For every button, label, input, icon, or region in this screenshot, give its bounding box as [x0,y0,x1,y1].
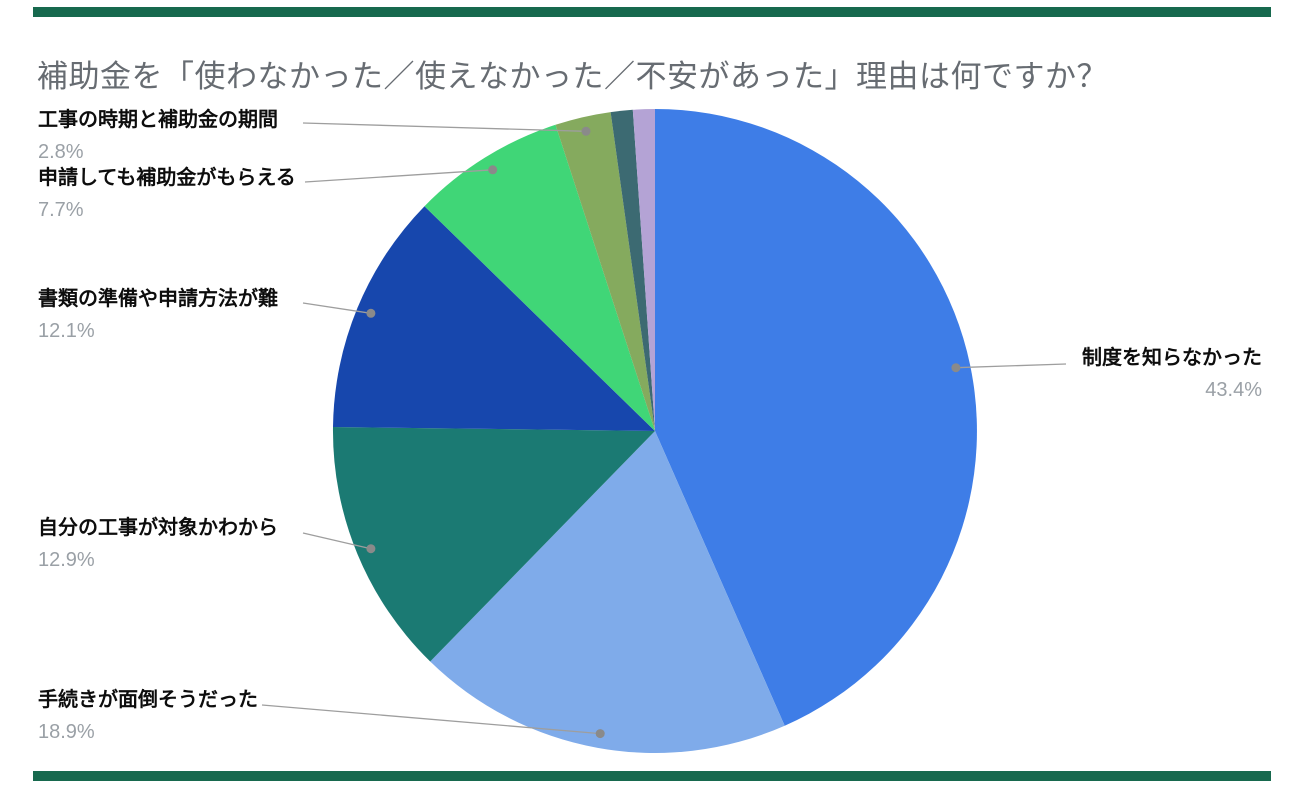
pie-slice-4[interactable] [424,124,656,432]
bottom-accent-bar [33,771,1271,781]
callout-anchor-dot [366,544,376,554]
slice-percent: 12.9% [38,549,95,571]
slice-percent: 18.9% [38,721,95,743]
pie-slice-6[interactable] [610,109,655,432]
callout-label: 制度を知らなかった 43.4% [1082,344,1262,404]
callout-label: 手続きが面倒そうだった 18.9% [38,686,258,746]
slice-label: 書類の準備や申請方法が難 [38,288,278,310]
callout-leader-line [302,122,587,132]
pie-slice-5[interactable] [555,112,656,431]
callout-label: 自分の工事が対象かわから 12.9% [38,514,278,574]
callout-label: 申請しても補助金がもらえる 7.7% [38,164,296,224]
slice-label: 自分の工事が対象かわから [38,517,278,539]
chart-title: 補助金を「使わなかった／使えなかった／不安があった」理由は何ですか？ [37,58,1108,94]
pie-slice-1[interactable] [430,431,785,753]
callout-anchor-dot [488,165,498,175]
pie-slice-3[interactable] [333,206,655,431]
callout-anchor-dot [951,363,961,373]
callout-leader-line [304,169,493,183]
callout-leader-line [261,704,601,735]
top-accent-bar [33,7,1271,17]
slice-percent: 7.7% [38,199,84,221]
callout-anchor-dot [595,729,605,739]
pie-slice-0[interactable] [655,109,977,726]
callout-anchor-dot [366,308,376,318]
slice-percent: 43.4% [1205,379,1262,401]
callout-label: 書類の準備や申請方法が難 12.1% [38,285,278,345]
slice-percent: 2.8% [38,141,84,163]
callout-leader-line [302,302,371,314]
callout-anchor-dot [581,126,591,136]
slice-label: 制度を知らなかった [1082,347,1262,369]
callout-leader-line [302,532,372,550]
slice-percent: 12.1% [38,320,95,342]
slice-label: 手続きが面倒そうだった [38,689,258,711]
slice-label: 工事の時期と補助金の期間 [38,109,278,131]
pie-slice-2[interactable] [332,427,655,662]
pie-slice-7[interactable] [632,109,655,431]
callout-label: 工事の時期と補助金の期間 2.8% [38,106,278,166]
callout-leader-line [955,363,1067,369]
slice-label: 申請しても補助金がもらえる [38,167,296,189]
